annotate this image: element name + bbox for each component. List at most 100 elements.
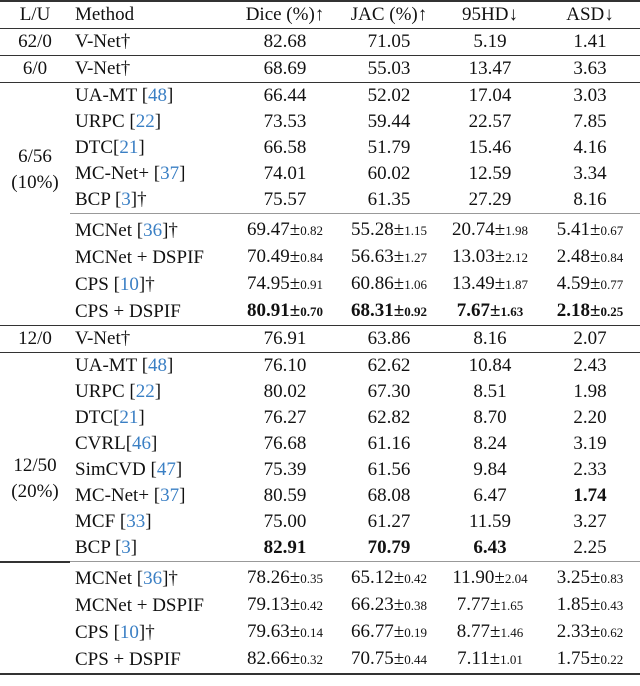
- dice-value: 75.39: [263, 459, 307, 480]
- jac-std: ±0.19: [393, 621, 427, 642]
- asd-cell: 1.74: [540, 483, 640, 509]
- jac-cell: 70.79: [338, 535, 440, 562]
- 95hd-cell: 11.59: [440, 509, 540, 535]
- asd-std: ±0.62: [590, 621, 624, 642]
- asd-cell: 5.41±0.67: [540, 213, 640, 244]
- 95hd-cell: 27.29: [440, 187, 540, 214]
- 95hd-cell: 22.57: [440, 109, 540, 135]
- citation-link[interactable]: 48: [142, 85, 174, 106]
- 95hd-value: 20.74: [452, 219, 495, 240]
- asd-value: 2.25: [573, 537, 607, 558]
- citation-link[interactable]: 37: [154, 163, 186, 184]
- 95hd-std: ±1.01: [489, 648, 523, 669]
- citation-link[interactable]: 22: [129, 111, 161, 132]
- method-name: URPC: [75, 381, 130, 402]
- label-split-empty: [0, 561, 70, 675]
- 95hd-value: 13.49: [452, 273, 495, 294]
- label-split: 12/0: [0, 326, 70, 352]
- jac-std: ±0.38: [393, 594, 427, 615]
- asd-cell: 4.59±0.77: [540, 271, 640, 298]
- 95hd-cell: 13.03±2.12: [440, 244, 540, 271]
- asd-value: 1.98: [573, 381, 607, 402]
- dice-cell: 75.39: [232, 457, 338, 483]
- citation-link[interactable]: 37: [154, 485, 186, 506]
- method-cell: MC-Net+ 37: [70, 483, 232, 509]
- method-cell: DTC21: [70, 135, 232, 161]
- 95hd-cell: 7.77±1.65: [440, 592, 540, 619]
- method-name: MC-Net+: [75, 485, 154, 506]
- citation-link[interactable]: 10: [114, 274, 146, 295]
- asd-cell: 7.85: [540, 109, 640, 135]
- jac-value: 71.05: [367, 31, 411, 52]
- 95hd-std: ±1.46: [490, 621, 524, 642]
- dice-value: 80.91: [247, 300, 290, 321]
- method-name: V-Net: [75, 328, 121, 349]
- method-cell: MCNet 36†: [70, 561, 232, 592]
- dice-value: 78.26: [247, 567, 290, 588]
- table-row: 6/56 (10%) UA-MT 48 66.44 52.02 17.04 3.03: [0, 82, 640, 214]
- citation-link[interactable]: 21: [113, 137, 145, 158]
- dagger-mark: †: [168, 219, 178, 241]
- label-split-line: 6/0: [22, 58, 48, 79]
- 95hd-value: 6.43: [473, 537, 507, 558]
- asd-cell: 8.16: [540, 187, 640, 214]
- jac-value: 66.23: [351, 594, 394, 615]
- jac-cell: 61.16: [338, 431, 440, 457]
- jac-value: 61.35: [367, 189, 411, 210]
- asd-cell: 3.19: [540, 431, 640, 457]
- label-split-cell: 12/0: [0, 325, 70, 353]
- jac-cell: 65.12±0.42: [338, 561, 440, 592]
- dice-value: 76.27: [263, 407, 307, 428]
- 95hd-value: 11.90: [452, 567, 495, 588]
- jac-value: 55.03: [367, 58, 411, 79]
- dice-std: ±0.70: [289, 300, 323, 321]
- asd-value: 4.59: [556, 273, 591, 294]
- citation-link[interactable]: 36: [137, 568, 169, 589]
- citation-link[interactable]: 47: [151, 459, 183, 480]
- dice-std: ±0.91: [289, 273, 323, 294]
- label-split: 62/0: [0, 29, 70, 55]
- dice-value: 76.91: [263, 328, 307, 349]
- citation-link[interactable]: 36: [137, 220, 169, 241]
- label-split-cell: 62/0: [0, 28, 70, 56]
- dice-value: 75.57: [263, 189, 307, 210]
- citation-link[interactable]: 48: [142, 355, 174, 376]
- 95hd-std: ±1.98: [494, 219, 528, 240]
- table-row: URPC 22 73.53 59.44 22.57 7.85: [0, 109, 640, 135]
- label-split-cell: 6/56 (10%): [0, 82, 70, 214]
- dice-cell: 76.68: [232, 431, 338, 457]
- table-row: 12/0 V-Net† 76.91 63.86 8.16 2.07: [0, 325, 640, 353]
- table-row: MC-Net+ 37 74.01 60.02 12.59 3.34: [0, 161, 640, 187]
- jac-cell: 62.62: [338, 352, 440, 379]
- dice-std: ±0.32: [289, 648, 323, 669]
- citation-link[interactable]: 3: [115, 537, 137, 558]
- header-asd: ASD↓: [540, 0, 640, 29]
- method-cell: URPC 22: [70, 109, 232, 135]
- citation-link[interactable]: 22: [129, 381, 161, 402]
- citation-link[interactable]: 46: [126, 433, 158, 454]
- citation-link[interactable]: 21: [113, 407, 145, 428]
- citation-link[interactable]: 3: [115, 189, 137, 210]
- 95hd-cell: 15.46: [440, 135, 540, 161]
- method-name: V-Net: [75, 58, 121, 79]
- asd-std: ±0.83: [590, 567, 624, 588]
- 95hd-cell: 13.47: [440, 55, 540, 83]
- 95hd-cell: 11.90±2.04: [440, 561, 540, 592]
- 95hd-value: 12.59: [468, 163, 512, 184]
- asd-cell: 1.98: [540, 379, 640, 405]
- jac-value: 52.02: [367, 85, 411, 106]
- table-row: MC-Net+ 37 80.59 68.08 6.47 1.74: [0, 483, 640, 509]
- label-split-line: 62/0: [18, 31, 52, 52]
- citation-link[interactable]: 10: [114, 622, 146, 643]
- asd-value: 7.85: [573, 111, 607, 132]
- dice-cell: 73.53: [232, 109, 338, 135]
- 95hd-value: 6.47: [473, 485, 507, 506]
- 95hd-value: 8.16: [473, 328, 507, 349]
- 95hd-value: 13.47: [468, 58, 512, 79]
- dice-cell: 76.10: [232, 352, 338, 379]
- asd-value: 1.74: [573, 485, 607, 506]
- 95hd-value: 7.11: [457, 648, 490, 669]
- 95hd-cell: 12.59: [440, 161, 540, 187]
- citation-link[interactable]: 33: [120, 511, 152, 532]
